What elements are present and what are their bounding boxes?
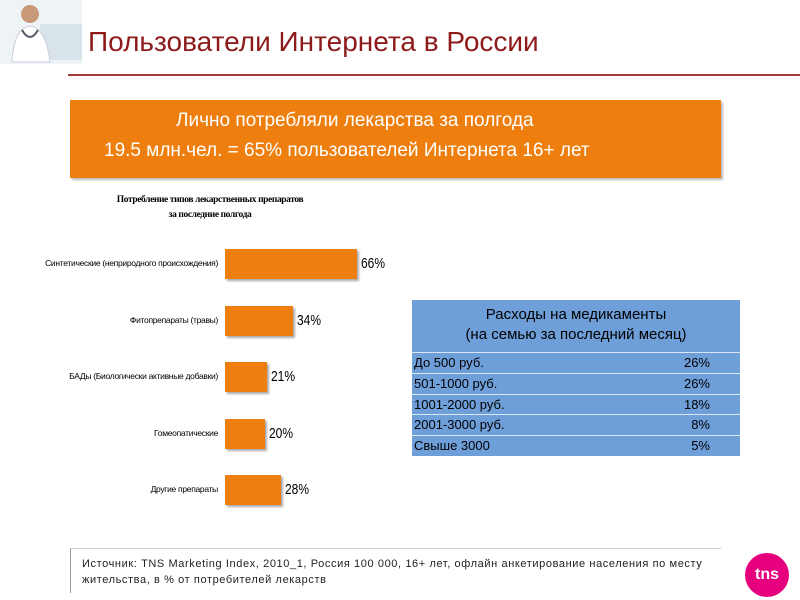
table-row: 501-1000 руб. 26% — [412, 372, 740, 395]
bar — [225, 475, 281, 505]
table-header: Расходы на медикаменты (на семью за посл… — [412, 305, 740, 345]
value-label: 20% — [269, 424, 294, 442]
bar — [225, 249, 357, 279]
logo: tns — [745, 553, 789, 597]
category-label: Другие препараты — [150, 484, 219, 494]
value-label: 34% — [297, 311, 322, 329]
category-label: Синтетические (неприродного происхождени… — [45, 258, 218, 268]
table-row: До 500 руб. 26% — [412, 352, 740, 374]
table-row: 2001-3000 руб. 8% — [412, 414, 740, 436]
table-cell: 18% — [683, 396, 710, 412]
table-cell: 2001-3000 руб. — [414, 417, 505, 433]
table-bg — [412, 300, 740, 456]
slide-title: Пользователи Интернета в России — [88, 26, 539, 57]
banner: Лично потребляли лекарства за полгода 19… — [70, 100, 721, 178]
bar — [225, 305, 293, 336]
bar — [225, 418, 265, 449]
title-rule — [68, 74, 800, 76]
table-cell: До 500 руб. — [414, 355, 484, 370]
category-label: Фитопрепараты (травы) — [129, 314, 218, 325]
chart-title: Потребление типов лекарственных препарат… — [116, 195, 304, 220]
table-row: 1001-2000 руб. 18% — [412, 393, 740, 416]
table-cell: 1001-2000 руб. — [414, 396, 505, 412]
category-label: Гомеопатические — [154, 427, 218, 438]
value-label: 21% — [271, 368, 296, 385]
banner-line: 19.5 млн.чел. = 65% пользователей Интерн… — [104, 140, 590, 161]
source-box — [70, 548, 721, 593]
table-row: Свыше 3000 5% — [412, 435, 740, 457]
photo — [0, 0, 82, 64]
bar — [225, 362, 267, 392]
value-label: 28% — [285, 481, 310, 498]
value-label: 66% — [361, 255, 386, 272]
banner-line: Лично потребляли лекарства за полгода — [176, 110, 534, 131]
table-cell: 8% — [691, 417, 710, 433]
table-cell: 26% — [683, 355, 710, 370]
source: Источник: TNS Marketing Index, 2010_1, Р… — [82, 558, 703, 586]
table-cell: 26% — [683, 375, 710, 391]
header-line: Расходы на медикаменты — [485, 306, 667, 323]
header-line: (на семью за последний месяц) — [465, 326, 687, 343]
table-cell: 501-1000 руб. — [414, 375, 498, 391]
table-cell: 5% — [691, 438, 710, 454]
table-cell: Свыше 3000 — [414, 438, 490, 454]
category-label: БАДы (Биологически активные добавки) — [69, 371, 218, 381]
